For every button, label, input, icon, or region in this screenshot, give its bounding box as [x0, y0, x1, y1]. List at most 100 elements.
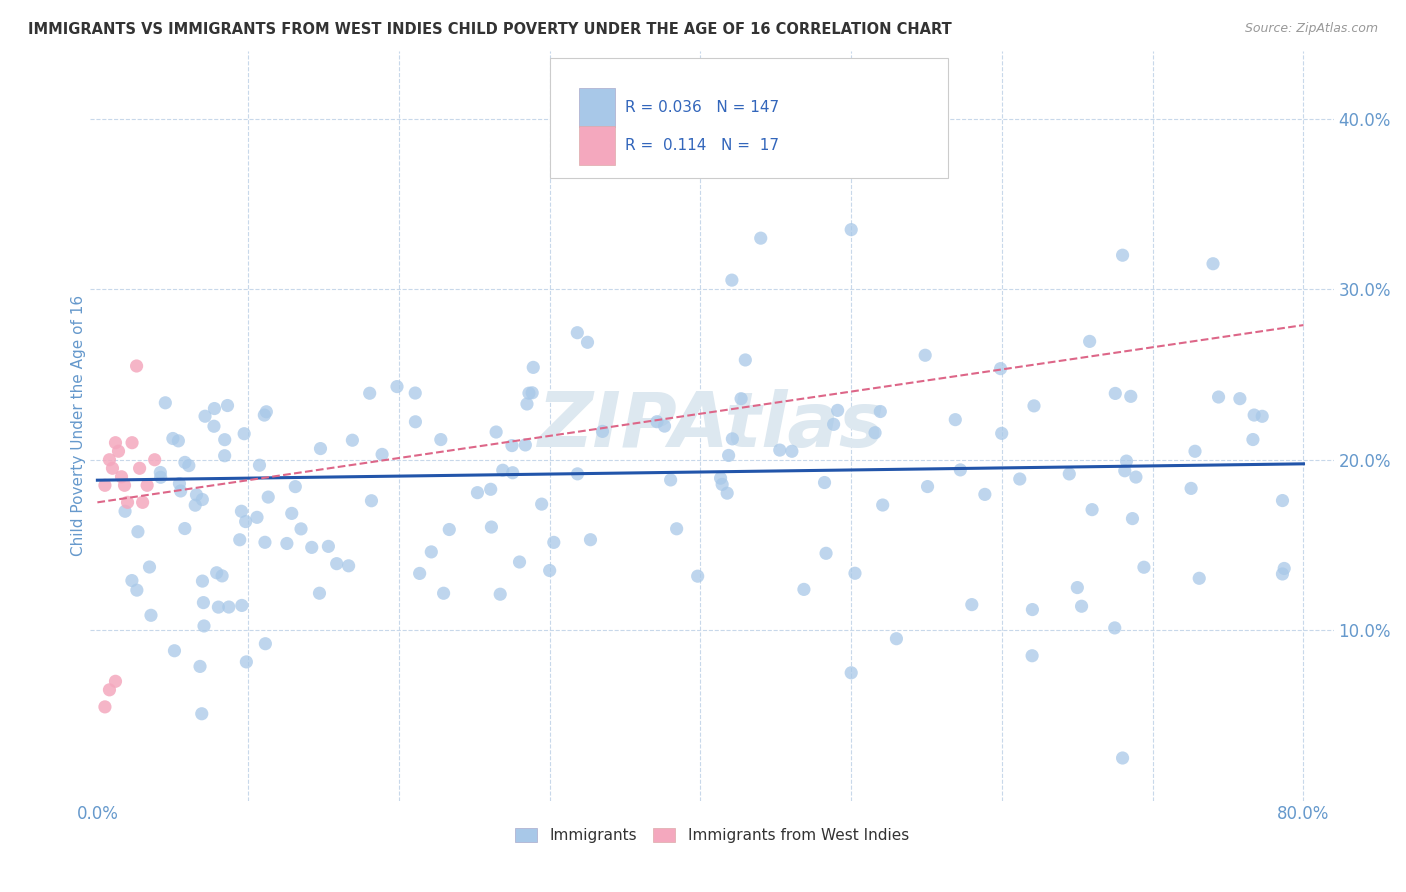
Point: [592, 425, 614, 439]
Point: [433, 586, 456, 600]
Point: [254, 637, 277, 651]
Point: [149, 470, 172, 484]
Point: [516, 397, 538, 411]
Point: [360, 493, 382, 508]
Point: [734, 353, 756, 368]
Point: [193, 619, 215, 633]
Point: [204, 401, 226, 416]
Point: [131, 495, 153, 509]
Point: [1078, 334, 1101, 349]
Point: [98, 452, 121, 467]
Point: [1070, 599, 1092, 614]
Point: [827, 403, 849, 417]
Point: [217, 399, 239, 413]
Point: [174, 455, 197, 469]
Point: [823, 417, 845, 432]
Point: [815, 546, 838, 560]
Point: [1243, 408, 1265, 422]
Point: [439, 523, 461, 537]
Point: [1081, 502, 1104, 516]
Point: [281, 507, 304, 521]
Point: [1104, 386, 1126, 401]
Point: [481, 520, 503, 534]
Point: [863, 425, 886, 440]
Point: [163, 644, 186, 658]
Point: [246, 510, 269, 524]
Point: [567, 326, 589, 340]
Point: [173, 522, 195, 536]
Point: [1022, 399, 1045, 413]
Point: [301, 541, 323, 555]
Point: [342, 434, 364, 448]
Point: [501, 439, 523, 453]
Point: [136, 478, 159, 492]
Point: [125, 359, 148, 373]
Point: [973, 487, 995, 501]
Point: [257, 490, 280, 504]
Point: [780, 444, 803, 458]
Point: [94, 478, 117, 492]
Point: [125, 583, 148, 598]
Point: [101, 461, 124, 475]
Point: [127, 524, 149, 539]
Point: [502, 466, 524, 480]
Point: [1111, 248, 1133, 262]
Point: [284, 480, 307, 494]
Point: [318, 540, 340, 554]
Point: [191, 574, 214, 588]
Point: [337, 558, 360, 573]
Point: [1008, 472, 1031, 486]
Point: [1119, 389, 1142, 403]
Point: [155, 396, 177, 410]
Point: [711, 477, 734, 491]
Point: [839, 222, 862, 236]
Point: [308, 586, 330, 600]
Point: [128, 461, 150, 475]
Point: [990, 361, 1012, 376]
Point: [813, 475, 835, 490]
Point: [1114, 464, 1136, 478]
Point: [576, 335, 599, 350]
Point: [1115, 454, 1137, 468]
Text: IMMIGRANTS VS IMMIGRANTS FROM WEST INDIES CHILD POVERTY UNDER THE AGE OF 16 CORR: IMMIGRANTS VS IMMIGRANTS FROM WEST INDIE…: [28, 22, 952, 37]
Point: [579, 533, 602, 547]
Point: [253, 408, 276, 422]
Point: [1208, 390, 1230, 404]
Point: [218, 600, 240, 615]
Point: [522, 360, 544, 375]
Point: [645, 415, 668, 429]
Point: [121, 435, 143, 450]
Point: [404, 386, 426, 401]
Point: [94, 699, 117, 714]
Point: [949, 463, 972, 477]
Point: [211, 569, 233, 583]
Point: [325, 557, 347, 571]
Point: [184, 498, 207, 512]
Point: [1271, 566, 1294, 581]
Point: [404, 415, 426, 429]
Point: [467, 485, 489, 500]
Point: [188, 659, 211, 673]
Y-axis label: Child Poverty Under the Age of 16: Child Poverty Under the Age of 16: [72, 295, 86, 557]
Point: [290, 522, 312, 536]
Point: [1125, 470, 1147, 484]
Point: [235, 655, 257, 669]
Point: [1021, 602, 1043, 616]
Point: [1133, 560, 1156, 574]
Point: [839, 665, 862, 680]
Point: [1111, 751, 1133, 765]
Point: [162, 432, 184, 446]
Point: [990, 426, 1012, 441]
Point: [567, 467, 589, 481]
Point: [869, 404, 891, 418]
Point: [1180, 482, 1202, 496]
Point: [1202, 257, 1225, 271]
Point: [515, 438, 537, 452]
Point: [205, 566, 228, 580]
Point: [721, 273, 744, 287]
FancyBboxPatch shape: [579, 88, 614, 128]
Legend: Immigrants, Immigrants from West Indies: Immigrants, Immigrants from West Indies: [509, 822, 915, 849]
Point: [186, 488, 208, 502]
Point: [229, 533, 252, 547]
Point: [917, 479, 939, 493]
